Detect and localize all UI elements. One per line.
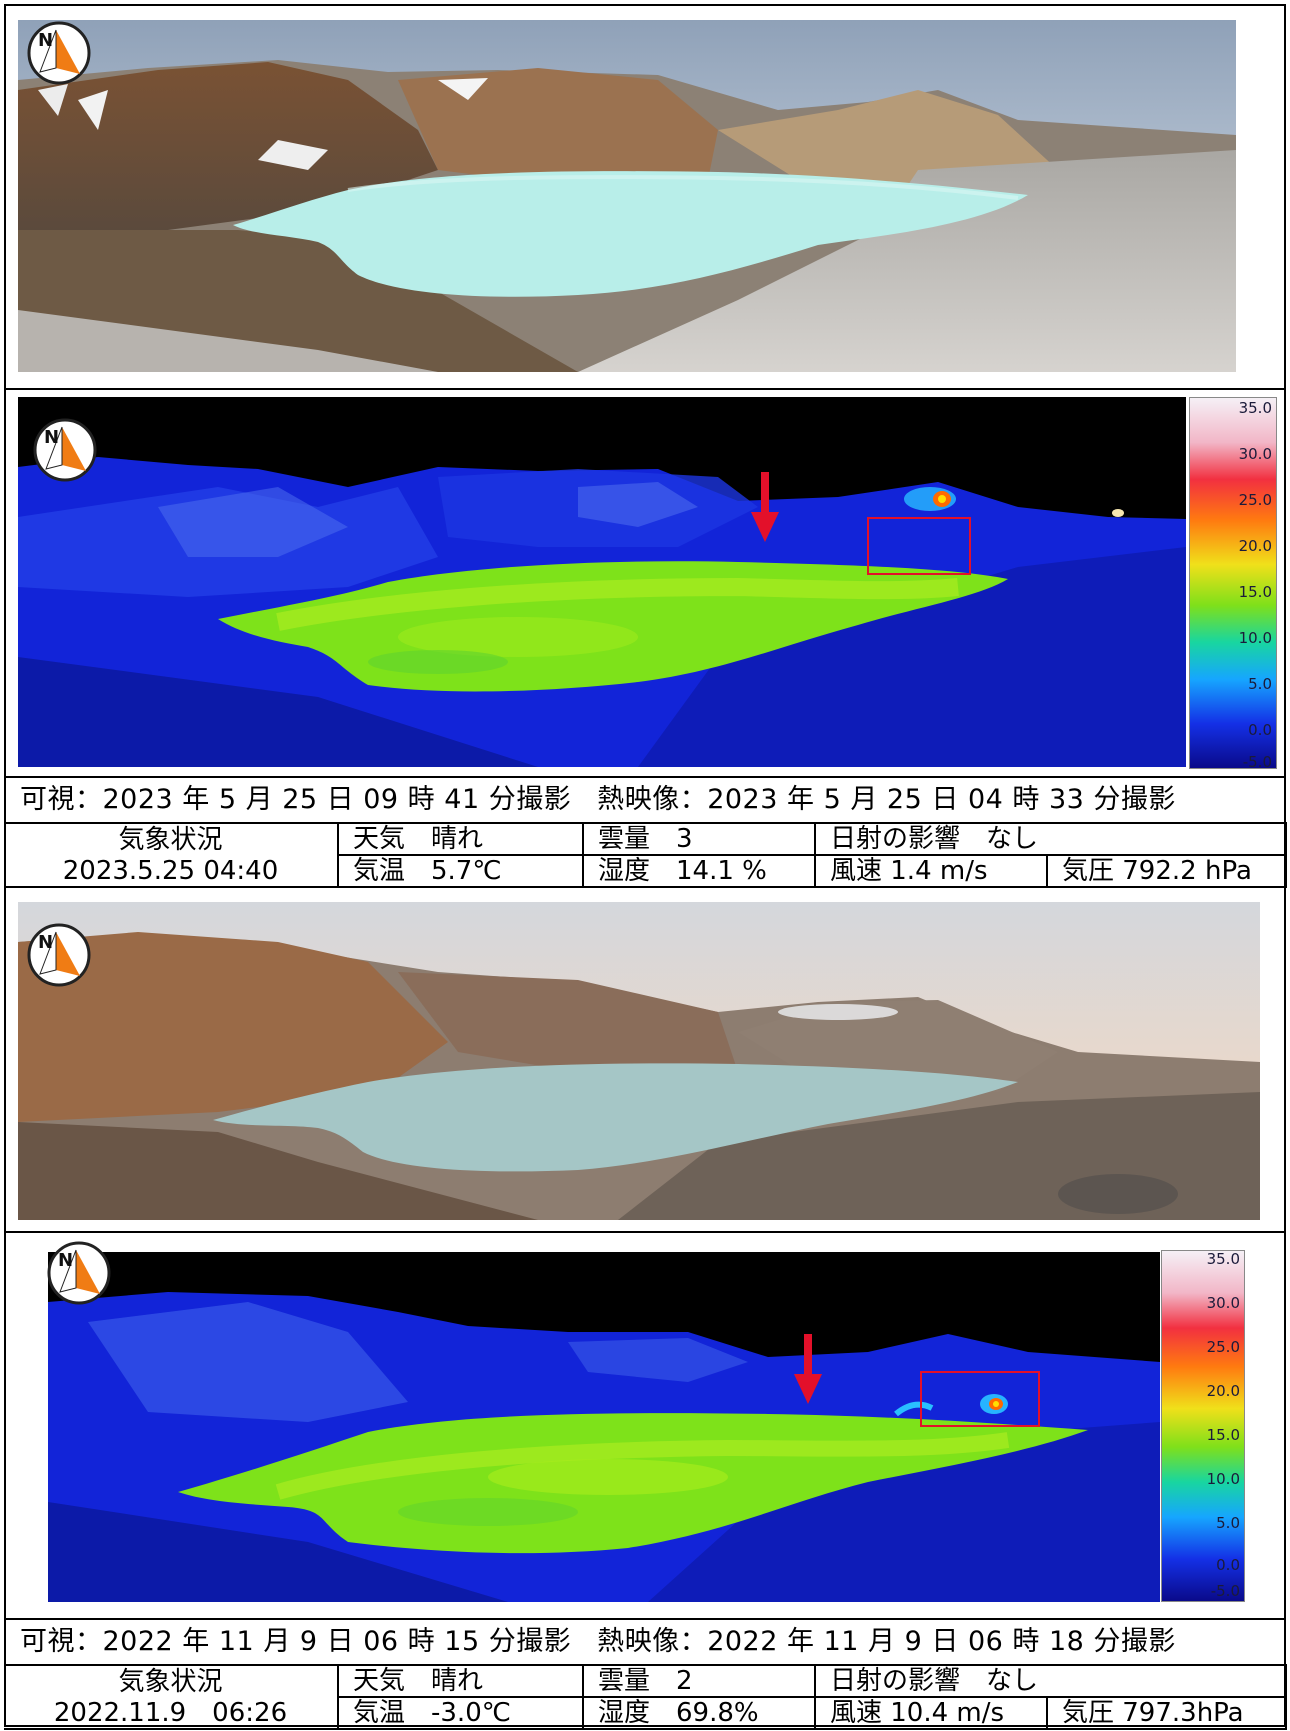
compass-icon: N: [26, 922, 92, 988]
location-arrow-icon: [751, 472, 779, 542]
thermal-image-2022: [48, 1252, 1160, 1602]
scale-tick: 10.0: [1206, 1470, 1240, 1488]
solar-influence: 日射の影響 なし: [813, 822, 1288, 856]
cloud-amount: 雲量 2: [582, 1664, 816, 1698]
location-arrow-icon: [794, 1334, 822, 1404]
visible-photo-2022: [18, 902, 1260, 1220]
svg-text:N: N: [44, 427, 59, 448]
weather-header-datetime: 2022.11.9 06:26: [4, 1697, 339, 1730]
svg-text:N: N: [58, 1250, 73, 1271]
solar-influence: 日射の影響 なし: [813, 1664, 1288, 1698]
caption-visible-2023: 可視：2023 年 5 月 25 日 09 時 41 分撮影: [20, 784, 572, 815]
humidity: 湿度 69.8%: [582, 1696, 816, 1730]
scale-tick: 0.0: [1216, 1556, 1240, 1574]
wind-speed: 風速 1.4 m/s: [814, 854, 1048, 888]
compass-icon: N: [32, 417, 98, 483]
weather-table-2022: 気象状況 天気 晴れ 雲量 2 日射の影響 なし 2022.11.9 06:26…: [4, 1664, 1288, 1730]
thermal-anomaly-box: [920, 1371, 1040, 1427]
svg-text:N: N: [38, 932, 53, 953]
scale-tick: 5.0: [1248, 675, 1272, 693]
scale-tick: 15.0: [1206, 1426, 1240, 1444]
scale-tick: 15.0: [1238, 583, 1272, 601]
divider: [4, 1618, 1286, 1620]
air-pressure: 気圧 797.3hPa: [1045, 1696, 1288, 1730]
scale-tick: 30.0: [1238, 445, 1272, 463]
weather-condition: 天気 晴れ: [337, 822, 584, 856]
compass-icon: N: [26, 20, 92, 86]
caption-2023: 可視：2023 年 5 月 25 日 09 時 41 分撮影 熱映像：2023 年…: [20, 780, 1202, 820]
svg-text:N: N: [38, 30, 53, 51]
air-pressure: 気圧 792.2 hPa: [1045, 854, 1288, 888]
cloud-amount: 雲量 3: [582, 822, 816, 856]
divider: [4, 388, 1286, 390]
divider: [4, 1231, 1286, 1233]
divider: [4, 776, 1286, 778]
scale-tick: -5.0: [1242, 753, 1272, 771]
temperature-scale-2022: 35.0 30.0 25.0 20.0 15.0 10.0 5.0 0.0 -5…: [1161, 1250, 1245, 1602]
weather-condition: 天気 晴れ: [337, 1664, 584, 1698]
scale-tick: 25.0: [1238, 491, 1272, 509]
temperature-scale-2023: 35.0 30.0 25.0 20.0 15.0 10.0 5.0 0.0 -5…: [1189, 397, 1277, 771]
air-temperature: 気温 -3.0℃: [337, 1696, 584, 1730]
scale-tick: 10.0: [1238, 629, 1272, 647]
visible-photo-2023: [18, 20, 1236, 372]
scale-tick: 0.0: [1248, 721, 1272, 739]
scale-tick: 5.0: [1216, 1514, 1240, 1532]
scale-tick: 20.0: [1206, 1382, 1240, 1400]
humidity: 湿度 14.1 %: [582, 854, 816, 888]
weather-header-label: 気象状況: [4, 822, 339, 855]
scale-tick: 25.0: [1206, 1338, 1240, 1356]
scale-tick: -5.0: [1210, 1582, 1240, 1600]
thermal-anomaly-box: [867, 517, 971, 575]
caption-visible-2022: 可視：2022 年 11 月 9 日 06 時 15 分撮影: [20, 1626, 572, 1657]
weather-table-2023: 気象状況 天気 晴れ 雲量 3 日射の影響 なし 2023.5.25 04:40…: [4, 822, 1288, 888]
caption-thermal-2023: 熱映像：2023 年 5 月 25 日 04 時 33 分撮影: [597, 784, 1176, 815]
scale-tick: 30.0: [1206, 1294, 1240, 1312]
scale-tick: 35.0: [1206, 1250, 1240, 1268]
caption-2022: 可視：2022 年 11 月 9 日 06 時 15 分撮影 熱映像：2022 年…: [20, 1622, 1202, 1662]
weather-header-label: 気象状況: [4, 1664, 339, 1697]
caption-thermal-2022: 熱映像：2022 年 11 月 9 日 06 時 18 分撮影: [597, 1626, 1176, 1657]
thermal-image-2023: [18, 397, 1186, 767]
wind-speed: 風速 10.4 m/s: [814, 1696, 1048, 1730]
air-temperature: 気温 5.7℃: [337, 854, 584, 888]
compass-icon: N: [46, 1240, 112, 1306]
scale-tick: 35.0: [1238, 399, 1272, 417]
weather-header-datetime: 2023.5.25 04:40: [4, 855, 339, 888]
scale-tick: 20.0: [1238, 537, 1272, 555]
